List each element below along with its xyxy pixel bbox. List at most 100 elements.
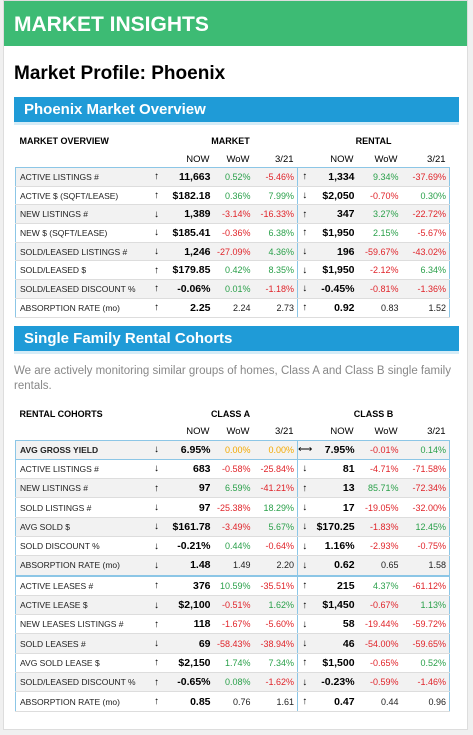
trend-arrow: ↑ xyxy=(149,653,164,674)
blank xyxy=(16,424,164,441)
group-header: RENTAL xyxy=(355,136,392,146)
trend-arrow: ↑ xyxy=(297,574,312,596)
change-value: -3.14% xyxy=(213,204,254,225)
change-value: -37.69% xyxy=(401,167,450,187)
overview-table: MARKET OVERVIEW MARKET RENTAL NOW WoW 3/21 NOW… xyxy=(15,131,450,318)
change-value: -0.64% xyxy=(253,536,298,557)
table-row: SOLD/LEASED LISTINGS # ↓ 1,246 -27.09% 4.36%… xyxy=(15,242,450,262)
change-value: -61.12% xyxy=(401,574,450,596)
column-header: NOW xyxy=(186,153,210,165)
now-value: 58 xyxy=(311,614,358,635)
table-row: ACTIVE LISTINGS # ↑ 11,663 0.52% -5.46% ↑ 1,33… xyxy=(15,167,450,187)
row-label: ACTIVE LISTINGS # xyxy=(15,167,150,187)
now-value: -0.21% xyxy=(163,536,214,557)
change-value: 0.42% xyxy=(213,260,254,281)
now-value: $170.25 xyxy=(311,517,358,537)
now-value: 46 xyxy=(311,633,358,654)
change-value: 2.24 xyxy=(213,298,254,318)
trend-arrow: ↑ xyxy=(297,691,312,712)
table-row: ABSORPTION RATE (mo) ↑ 2.25 2.24 2.73 ↑ 0.92 0.… xyxy=(15,298,450,318)
change-value: 4.36% xyxy=(253,242,298,262)
change-value: -1.46% xyxy=(401,672,450,693)
table-row: ACTIVE LISTINGS # ↓ 683 -0.58% -25.84% ↓ 81 -4.… xyxy=(15,459,450,480)
table-row: SOLD/LEASED DISCOUNT % ↑ -0.06% 0.01% -1.18%… xyxy=(15,279,450,299)
change-value: 0.36% xyxy=(213,186,254,206)
row-label: ABSORPTION RATE (mo) xyxy=(15,691,150,712)
row-label: AVG GROSS YIELD xyxy=(15,439,150,460)
column-header: WoW xyxy=(374,153,398,165)
table-title: MARKET OVERVIEW xyxy=(19,136,109,146)
now-value: 81 xyxy=(311,459,358,480)
trend-arrow: ↓ xyxy=(297,536,312,557)
trend-arrow: ↓ xyxy=(149,595,164,616)
change-value: 1.58 xyxy=(401,555,450,577)
change-value: 0.00% xyxy=(253,439,298,460)
row-label: SOLD LISTINGS # xyxy=(15,497,150,518)
change-value: 0.30% xyxy=(401,186,450,206)
row-label: SOLD/LEASED LISTINGS # xyxy=(15,242,150,262)
change-value: 0.14% xyxy=(401,439,450,460)
trend-arrow: ↓ xyxy=(297,633,312,654)
trend-arrow: ↓ xyxy=(297,186,312,206)
change-value: 8.35% xyxy=(253,260,298,281)
now-value: $2,100 xyxy=(163,595,214,616)
column-header: 3/21 xyxy=(427,426,446,437)
now-value: 17 xyxy=(311,497,358,518)
change-value: -1.67% xyxy=(213,614,254,635)
trend-arrow: ↓ xyxy=(149,517,164,537)
now-value: 1,246 xyxy=(163,242,214,262)
trend-arrow: ↓ xyxy=(297,279,312,299)
change-value: -43.02% xyxy=(401,242,450,262)
header-row: RENTAL COHORTS CLASS A CLASS B xyxy=(16,404,450,424)
change-value: 2.73 xyxy=(253,298,298,318)
now-value: 0.62 xyxy=(311,555,358,577)
intro-text: We are actively monitoring similar group… xyxy=(14,364,451,392)
change-value: 1.13% xyxy=(401,595,450,616)
change-value: -0.65% xyxy=(357,653,402,674)
row-label: SOLD/LEASED DISCOUNT % xyxy=(15,672,150,693)
column-row: NOW WoW 3/21 NOW WoW 3/21 xyxy=(16,424,450,441)
group-header: CLASS B xyxy=(353,408,394,419)
change-value: 2.15% xyxy=(357,223,402,243)
page-title: Market Profile: Phoenix xyxy=(14,63,226,84)
now-value: 69 xyxy=(163,633,214,654)
row-label: ABSORPTION RATE (mo) xyxy=(15,555,150,577)
change-value: -0.36% xyxy=(213,223,254,243)
now-value: 97 xyxy=(163,478,214,499)
now-value: 0.47 xyxy=(311,691,358,712)
change-value: -2.93% xyxy=(357,536,402,557)
change-value: 2.20 xyxy=(253,555,298,577)
change-value: -25.84% xyxy=(253,459,298,480)
column-header: 3/21 xyxy=(427,153,446,165)
column-header: NOW xyxy=(330,426,354,437)
row-label: SOLD/LEASED DISCOUNT % xyxy=(15,279,150,299)
change-value: -0.51% xyxy=(213,595,254,616)
trend-arrow: ↑ xyxy=(149,298,164,318)
now-value: $1,500 xyxy=(311,653,358,674)
table-row: AVG SOLD $ ↓ $161.78 -3.49% 5.67% ↓ $170.25 -1.… xyxy=(15,517,450,537)
change-value: 0.76 xyxy=(213,691,254,712)
change-value: -0.58% xyxy=(213,459,254,480)
change-value: 7.34% xyxy=(253,653,298,674)
change-value: 18.29% xyxy=(253,497,298,518)
change-value: -54.00% xyxy=(357,633,402,654)
trend-arrow: ↑ xyxy=(297,223,312,243)
change-value: -27.09% xyxy=(213,242,254,262)
change-value: -16.33% xyxy=(253,204,298,225)
change-value: 0.44% xyxy=(213,536,254,557)
change-value: 0.08% xyxy=(213,672,254,693)
table-body: ACTIVE LISTINGS # ↑ 11,663 0.52% -5.46% ↑ 1,33… xyxy=(15,167,450,318)
trend-arrow: ↓ xyxy=(297,517,312,537)
change-value: 1.52 xyxy=(401,298,450,318)
table-row: SOLD LISTINGS # ↓ 97 -25.38% 18.29% ↓ 17 -19.05… xyxy=(15,497,450,518)
change-value: 1.62% xyxy=(253,595,298,616)
trend-arrow: ↓ xyxy=(297,260,312,281)
change-value: -3.49% xyxy=(213,517,254,537)
change-value: 0.65 xyxy=(357,555,402,577)
change-value: -59.67% xyxy=(357,242,402,262)
trend-arrow: ↑ xyxy=(297,204,312,225)
change-value: 6.59% xyxy=(213,478,254,499)
table-row: ABSORPTION RATE (mo) ↑ 0.85 0.76 1.61 ↑ 0.47 0.… xyxy=(15,691,450,712)
banner: MARKET INSIGHTS xyxy=(4,1,467,46)
